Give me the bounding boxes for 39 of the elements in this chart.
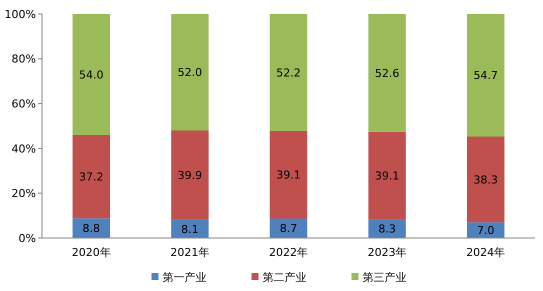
bar <box>72 14 110 135</box>
x-tick-label: 2024年 <box>466 246 506 259</box>
data-label: 54.0 <box>79 68 104 82</box>
data-label: 8.8 <box>82 222 100 235</box>
data-label: 38.3 <box>473 173 498 186</box>
y-tick-label: 100% <box>4 8 36 21</box>
data-label: 39.9 <box>178 169 202 182</box>
data-label: 8.1 <box>181 222 199 236</box>
data-label: 7.0 <box>476 224 494 238</box>
data-label: 52.0 <box>178 66 202 80</box>
y-tick-label: 60% <box>12 97 36 110</box>
legend-label: 第一产业 <box>162 271 206 284</box>
bar <box>466 14 504 137</box>
bar <box>171 14 209 130</box>
bar <box>72 134 110 218</box>
bar <box>270 14 308 131</box>
x-tick-label: 2022年 <box>269 246 308 259</box>
y-tick-label: 80% <box>12 52 36 66</box>
x-tick-label: 2023年 <box>368 246 407 259</box>
bar <box>368 14 406 132</box>
x-tick-label: 2021年 <box>170 246 210 259</box>
data-label: 52.2 <box>276 66 301 80</box>
y-tick-label: 0% <box>18 232 36 245</box>
bar <box>368 132 406 220</box>
data-label: 52.6 <box>374 66 400 80</box>
data-label: 37.2 <box>79 170 104 184</box>
bar <box>270 130 308 219</box>
data-label: 39.1 <box>374 169 400 182</box>
data-label: 54.7 <box>473 69 498 82</box>
legend-label: 第三产业 <box>362 271 406 284</box>
bar <box>466 136 504 222</box>
bar <box>171 130 209 220</box>
y-tick-label: 20% <box>12 187 36 200</box>
data-label: 8.7 <box>280 222 298 236</box>
x-tick-label: 2020年 <box>72 246 111 259</box>
data-label: 8.3 <box>378 222 396 236</box>
data-label: 39.1 <box>276 168 301 182</box>
y-tick-label: 40% <box>12 142 36 156</box>
legend-label: 第二产业 <box>262 271 306 284</box>
